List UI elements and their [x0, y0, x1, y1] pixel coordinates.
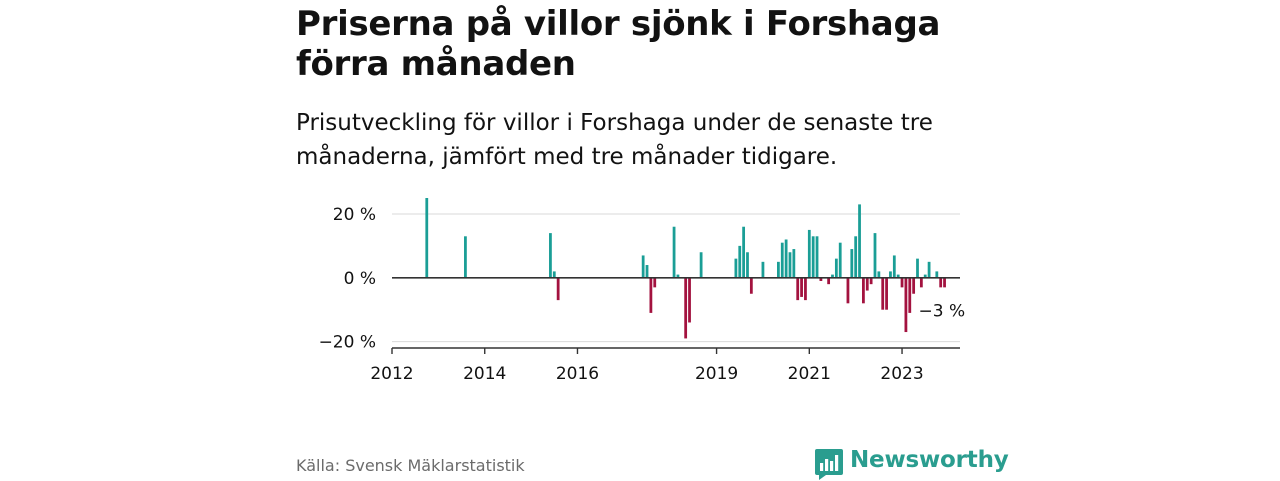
bar — [877, 271, 881, 278]
bar — [556, 277, 560, 301]
tick-labels: 20 % 0 % −20 % 2012 2014 2016 2019 2021 2023 −3 % — [319, 205, 966, 384]
bar — [927, 261, 931, 278]
axes — [391, 276, 960, 354]
bar — [919, 277, 923, 288]
y-tick-label: 0 % — [344, 269, 376, 289]
bar — [749, 277, 753, 294]
bar — [780, 242, 784, 278]
bar-chart: 20 % 0 % −20 % 2012 2014 2016 2019 2021 2023 −3 % — [319, 198, 966, 384]
bar — [873, 233, 877, 278]
bar — [850, 249, 854, 278]
bar — [784, 239, 788, 278]
bar — [889, 271, 892, 278]
bar — [904, 277, 908, 333]
bar — [688, 277, 691, 323]
x-tick-label: 2023 — [880, 364, 923, 384]
bar — [935, 271, 939, 278]
brand-name: Newsworthy — [850, 447, 1009, 473]
x-tick-label: 2014 — [463, 364, 506, 384]
bar — [892, 255, 896, 278]
bar — [869, 277, 873, 285]
bar — [939, 277, 943, 288]
bar — [653, 277, 657, 288]
bar — [649, 277, 653, 313]
y-tick-label: 20 % — [333, 205, 376, 225]
bar — [896, 274, 900, 278]
bar — [641, 255, 645, 278]
bar — [549, 233, 552, 278]
bar — [777, 261, 780, 278]
bar — [788, 252, 792, 278]
bar — [811, 236, 815, 278]
chart-title: Priserna på villor sjönk i Forshaga förr… — [296, 4, 941, 84]
bar — [819, 277, 823, 281]
source-note: Källa: Svensk Mäklarstatistik — [296, 456, 525, 475]
bar — [846, 277, 850, 304]
last-value-label: −3 % — [919, 301, 966, 321]
bar — [908, 277, 912, 313]
bar — [672, 226, 676, 278]
x-tick-label: 2016 — [556, 364, 599, 384]
bar — [807, 229, 811, 278]
chart-subtitle: Prisutveckling för villor i Forshaga und… — [296, 110, 933, 170]
bar — [916, 258, 919, 278]
bar — [676, 274, 680, 278]
bar — [464, 236, 467, 278]
x-tick-label: 2012 — [370, 364, 413, 384]
bar — [738, 245, 742, 278]
bar — [552, 271, 556, 278]
bar — [912, 277, 916, 294]
bar — [792, 249, 796, 278]
bar — [862, 277, 865, 304]
bar — [684, 277, 688, 339]
bar — [831, 274, 834, 278]
bar — [838, 242, 842, 278]
bar — [746, 252, 749, 278]
gridlines — [392, 213, 960, 343]
bar — [943, 277, 946, 288]
bar — [425, 198, 429, 278]
bar — [804, 277, 807, 301]
bar — [796, 277, 800, 301]
x-tick-label: 2019 — [695, 364, 738, 384]
bar — [834, 258, 838, 278]
bars — [425, 198, 946, 339]
newsworthy-logo-icon — [815, 449, 843, 480]
bar — [800, 277, 803, 297]
bar — [881, 277, 885, 310]
bar — [827, 277, 831, 285]
bar — [865, 277, 869, 291]
bar — [734, 258, 738, 278]
bar — [854, 236, 858, 278]
y-tick-label: −20 % — [319, 333, 376, 353]
bar — [923, 274, 927, 278]
bar — [885, 277, 888, 310]
bar — [761, 261, 765, 278]
chart-card: Priserna på villor sjönk i Forshaga förr… — [296, 0, 1009, 480]
x-tick-label: 2021 — [788, 364, 831, 384]
bar — [699, 252, 703, 278]
bar — [858, 204, 861, 278]
bar — [900, 277, 904, 288]
bar — [815, 236, 819, 278]
bar — [645, 265, 649, 278]
bar — [742, 226, 746, 278]
